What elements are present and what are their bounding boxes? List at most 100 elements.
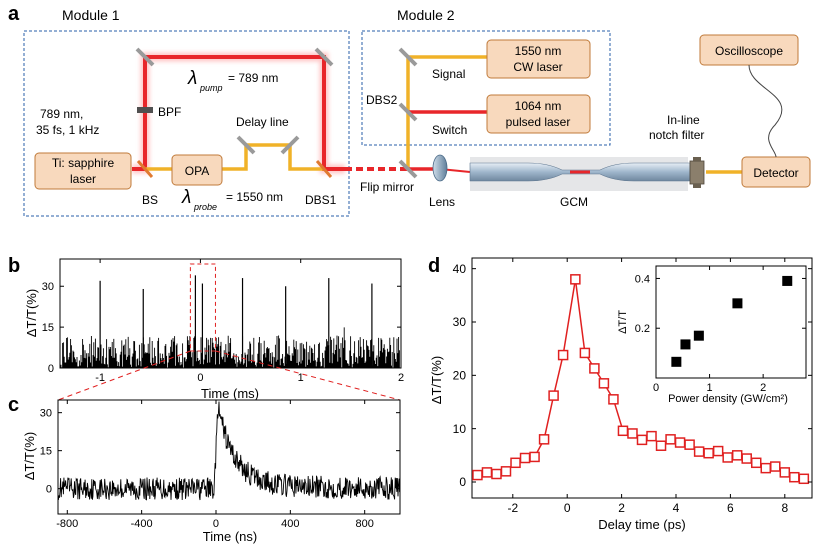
d-data-point (557, 349, 569, 361)
d-ytick-label: 30 (453, 315, 467, 329)
inset-data-point (732, 298, 743, 309)
svg-text:= 1550 nm: = 1550 nm (226, 190, 283, 204)
d-data-point (722, 452, 733, 463)
c-plot-frame (57, 399, 401, 515)
d-data-point (472, 469, 483, 481)
panel-b-chart: b -1 0 1 2 0 15 30 Time (ms) ΔT/T(%) (8, 255, 404, 401)
d-ytick-label: 10 (453, 422, 467, 436)
d-data-point (617, 425, 629, 437)
bs-label: BS (142, 193, 158, 207)
module-2-title: Module 2 (397, 7, 455, 23)
d-xtick-label: -2 (507, 501, 518, 515)
c-xlabel: Time (ns) (203, 529, 257, 544)
d-data-point (500, 466, 512, 477)
b-plot-frame (59, 258, 402, 369)
d-data-point (519, 452, 531, 464)
c-xtick-label: 800 (356, 518, 374, 530)
c-ytick-label: 30 (40, 408, 52, 420)
b-xtick-label: 1 (298, 372, 304, 384)
beam-splitter (136, 160, 154, 178)
d-data-point (779, 467, 791, 478)
d-data-point (529, 451, 540, 463)
c-xtick-label: -400 (131, 518, 153, 530)
cw-line1: 1550 nm (515, 44, 562, 58)
inset-ytick-label: 0.2 (635, 323, 650, 335)
svg-text:λ: λ (187, 68, 197, 89)
d-data-point (770, 461, 781, 472)
dbs1-label: DBS1 (305, 193, 337, 207)
d-data-point (570, 274, 581, 285)
ti-sapphire-box (34, 152, 132, 190)
c-ytick-label: 15 (40, 446, 52, 458)
d-data-point (798, 473, 810, 485)
opa-label: OPA (185, 164, 209, 178)
gcm-label: GCM (560, 195, 588, 209)
d-xlabel: Delay time (ps) (598, 517, 685, 532)
panel-label-b: b (8, 255, 20, 277)
c-xtick-label: -800 (56, 518, 78, 530)
d-data-point (674, 437, 686, 448)
d-ytick-label: 20 (453, 369, 467, 383)
b-ytick-label: 0 (48, 363, 54, 375)
gcm-fiber (469, 157, 691, 191)
source-params-1: 789 nm, (40, 107, 83, 121)
bpf-filter (137, 107, 153, 113)
d-ytick-label: 0 (459, 475, 466, 489)
notch-line2: notch filter (649, 128, 704, 142)
laser-line2: laser (70, 172, 96, 186)
c-trace (57, 401, 401, 501)
d-xtick-label: 2 (618, 501, 625, 515)
d-data-point (598, 378, 610, 389)
svg-text:probe: probe (193, 202, 217, 212)
d-data-point (750, 457, 762, 469)
d-data-point (636, 434, 648, 446)
probe-beam (145, 143, 324, 171)
inset-ytick-label: 0.4 (635, 273, 650, 285)
opa-box (171, 154, 223, 186)
inset-data-point (680, 339, 691, 350)
d-xtick-label: 4 (673, 501, 680, 515)
b-noise-path (60, 327, 400, 368)
notch-line1: In-line (667, 113, 700, 127)
svg-text:pump: pump (199, 83, 223, 93)
d-xtick-label: 8 (781, 501, 788, 515)
d-data-point (712, 445, 724, 457)
svg-text:= 789 nm: = 789 nm (228, 71, 278, 85)
b-xtick-label: 0 (197, 372, 203, 384)
lens-label: Lens (429, 195, 455, 209)
signal-label: Signal (432, 67, 465, 81)
b-ylabel: ΔT/T(%) (24, 289, 39, 337)
d-data-point (481, 467, 493, 478)
d-data-point (589, 363, 600, 374)
notch-filter-icon (689, 157, 705, 188)
dbs2-label: DBS2 (366, 93, 398, 107)
d-data-point (627, 428, 638, 439)
flip-mirror-label: Flip mirror (360, 180, 414, 194)
b-noise-trace (60, 327, 400, 368)
detector-label: Detector (753, 166, 798, 180)
b-xlabel: Time (ms) (201, 386, 259, 401)
c-ylabel: ΔT/T(%) (22, 432, 37, 480)
d-data-point (684, 439, 695, 450)
inset-data-point (693, 330, 704, 341)
b-spikes (99, 275, 373, 368)
inset-xlabel: Power density (GW/cm²) (668, 393, 788, 405)
d-data-point (510, 457, 521, 469)
inset-ylabel: ΔT/T (617, 310, 629, 334)
lens-icon (432, 154, 448, 182)
source-params-2: 35 fs, 1 kHz (36, 123, 99, 137)
d-data-point (760, 462, 772, 474)
inset-xtick-label: 0 (653, 382, 659, 394)
pulsed-line1: 1064 nm (515, 99, 562, 113)
delay-line-label: Delay line (236, 115, 289, 129)
d-data-point (665, 434, 676, 445)
d-data-point (741, 453, 752, 464)
pulsed-line2: pulsed laser (506, 115, 571, 129)
switch-label: Switch (432, 123, 467, 137)
d-data-point (655, 440, 667, 451)
module-1-frame (23, 30, 350, 217)
inset-xtick-label: 1 (707, 382, 713, 394)
b-xtick-label: 2 (398, 372, 404, 384)
d-data-point (548, 390, 559, 401)
